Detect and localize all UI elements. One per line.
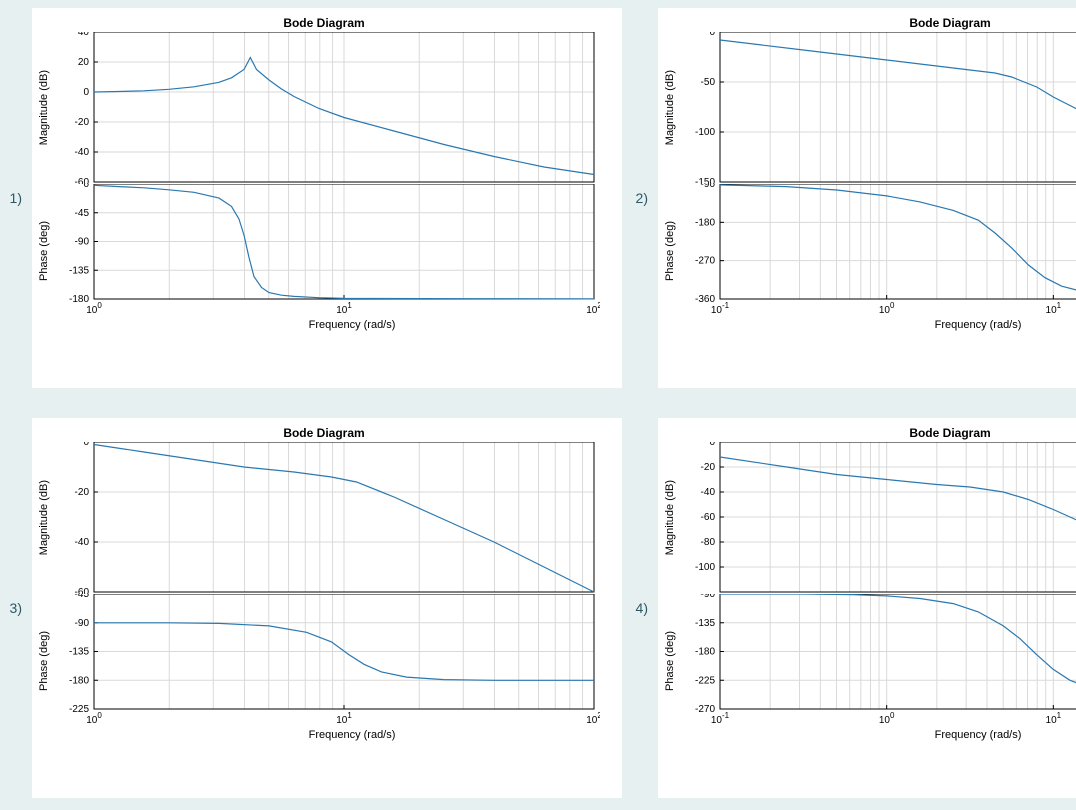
panel-title: Bode Diagram (36, 16, 612, 30)
plot-svg: -225-180-135-90-45100101102 (52, 594, 600, 727)
plot-svg: -360-270-180-9010-1100101102 (678, 184, 1076, 317)
phase-ylabel: Phase (deg) (662, 221, 678, 281)
svg-text:0: 0 (83, 184, 89, 190)
svg-text:-225: -225 (69, 704, 89, 715)
svg-text:-100: -100 (695, 562, 715, 573)
svg-text:-40: -40 (75, 537, 90, 548)
data-curve (720, 40, 1076, 182)
svg-text:-90: -90 (75, 618, 90, 629)
bode-panel: Bode Diagram Magnitude (dB) -60 -40 -20 0 Phas… (32, 418, 622, 798)
svg-text:-20: -20 (75, 117, 90, 128)
svg-text:-40: -40 (701, 487, 716, 498)
svg-text:40: 40 (78, 32, 90, 38)
bode-panel: Bode Diagram Magnitude (dB) -150 -100 -50 0 Ph… (658, 8, 1076, 388)
svg-text:-90: -90 (701, 594, 716, 600)
phase-ylabel: Phase (deg) (36, 631, 52, 691)
svg-text:-50: -50 (701, 77, 716, 88)
svg-text:100: 100 (879, 711, 895, 726)
svg-text:-60: -60 (75, 587, 90, 594)
svg-text:100: 100 (879, 301, 895, 316)
svg-text:-90: -90 (75, 237, 90, 248)
panel-index-label: 1) (10, 190, 24, 206)
xlabel: Frequency (rad/s) (718, 319, 1076, 331)
svg-text:-360: -360 (695, 294, 715, 305)
xlabel: Frequency (rad/s) (92, 729, 612, 741)
svg-text:102: 102 (586, 301, 600, 316)
panel-index-label: 2) (636, 190, 650, 206)
svg-text:-180: -180 (695, 647, 715, 658)
svg-text:-45: -45 (75, 208, 90, 219)
svg-text:-150: -150 (695, 177, 715, 184)
panel-title: Bode Diagram (662, 426, 1076, 440)
panel-title: Bode Diagram (662, 16, 1076, 30)
magnitude-ylabel: Magnitude (dB) (36, 480, 52, 555)
svg-text:101: 101 (1046, 301, 1062, 316)
svg-text:-80: -80 (701, 537, 716, 548)
svg-text:-60: -60 (701, 512, 716, 523)
svg-text:-180: -180 (69, 294, 89, 305)
svg-text:-270: -270 (695, 256, 715, 267)
svg-text:101: 101 (1046, 711, 1062, 726)
svg-text:-135: -135 (695, 618, 715, 629)
data-curve (720, 594, 1076, 706)
panel-index-label: 3) (10, 600, 24, 616)
phase-ylabel: Phase (deg) (662, 631, 678, 691)
svg-text:20: 20 (78, 57, 90, 68)
plot-svg: -100 -80 -60 -40 -20 0 (678, 442, 1076, 594)
svg-text:-100: -100 (695, 127, 715, 138)
panel-index-label: 4) (636, 600, 650, 616)
magnitude-ylabel: Magnitude (dB) (36, 70, 52, 145)
phase-ylabel: Phase (deg) (36, 221, 52, 281)
bode-panel: Bode Diagram Magnitude (dB) -60 -40 -20 0 20 40… (32, 8, 622, 388)
panel-title: Bode Diagram (36, 426, 612, 440)
svg-text:0: 0 (709, 32, 715, 38)
plot-svg: -150 -100 -50 0 (678, 32, 1076, 184)
svg-text:-180: -180 (69, 675, 89, 686)
svg-text:-135: -135 (69, 265, 89, 276)
svg-text:101: 101 (336, 301, 352, 316)
svg-text:-135: -135 (69, 647, 89, 658)
plot-svg: -60 -40 -20 0 20 40 (52, 32, 600, 184)
svg-text:-20: -20 (701, 462, 716, 473)
bode-grid: 1) Bode Diagram Magnitude (dB) -60 -40 -20 0 20… (0, 0, 1076, 810)
svg-text:0: 0 (83, 87, 89, 98)
svg-text:-45: -45 (75, 594, 90, 600)
magnitude-ylabel: Magnitude (dB) (662, 480, 678, 555)
svg-text:-225: -225 (695, 675, 715, 686)
svg-text:-180: -180 (695, 217, 715, 228)
svg-text:0: 0 (709, 442, 715, 448)
bode-panel: Bode DiagramMagnitude (dB)-100-80-60-40-… (658, 418, 1076, 798)
plot-svg: -60 -40 -20 0 (52, 442, 600, 594)
svg-text:102: 102 (586, 711, 600, 726)
plot-svg: -270-225-180-135-9010-1100101102 (678, 594, 1076, 727)
svg-text:-270: -270 (695, 704, 715, 715)
plot-svg: -180-135-90-450100101102 (52, 184, 600, 317)
svg-text:101: 101 (336, 711, 352, 726)
xlabel: Frequency (rad/s) (92, 319, 612, 331)
xlabel: Frequency (rad/s) (718, 729, 1076, 741)
svg-text:-40: -40 (75, 147, 90, 158)
svg-text:0: 0 (83, 442, 89, 448)
data-curve (720, 457, 1076, 582)
data-curve (720, 185, 1076, 298)
magnitude-ylabel: Magnitude (dB) (662, 70, 678, 145)
svg-text:-90: -90 (701, 184, 716, 190)
svg-text:-60: -60 (75, 177, 90, 184)
svg-text:-20: -20 (75, 487, 90, 498)
